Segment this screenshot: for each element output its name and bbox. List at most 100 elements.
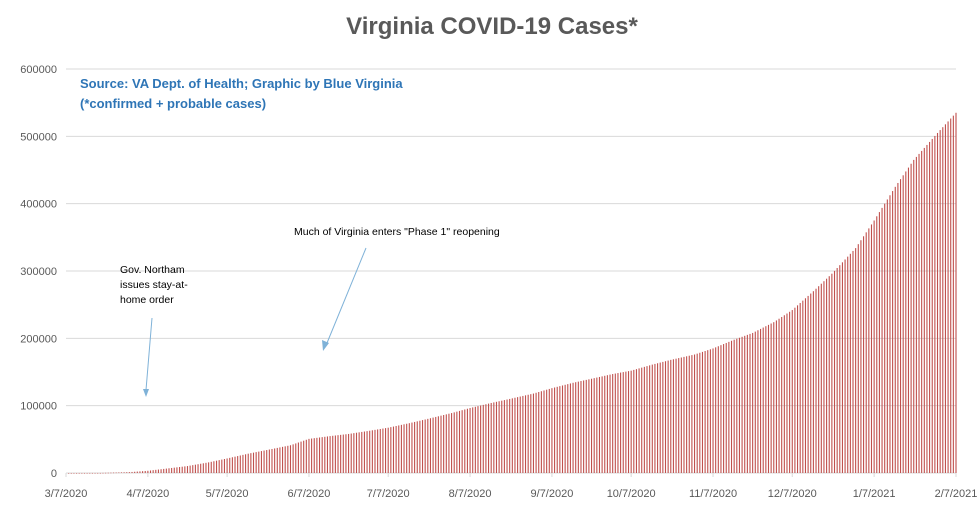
bar bbox=[828, 276, 830, 473]
bar bbox=[767, 324, 770, 473]
bar bbox=[646, 366, 648, 473]
bar bbox=[688, 355, 690, 473]
bar bbox=[495, 401, 498, 473]
bar bbox=[617, 373, 619, 473]
bar bbox=[807, 295, 809, 473]
bar bbox=[680, 357, 682, 473]
bar bbox=[268, 449, 270, 473]
bars bbox=[68, 112, 957, 474]
bar bbox=[229, 457, 231, 473]
bar bbox=[128, 472, 130, 473]
bar bbox=[485, 404, 487, 473]
y-tick-label: 100000 bbox=[20, 401, 57, 413]
bar bbox=[239, 455, 241, 473]
bar bbox=[540, 391, 542, 473]
bar bbox=[857, 244, 859, 473]
bar bbox=[789, 311, 791, 473]
bar bbox=[609, 374, 611, 473]
bar bbox=[863, 236, 865, 473]
bar bbox=[955, 112, 957, 474]
bar bbox=[255, 452, 257, 473]
bar bbox=[659, 362, 661, 473]
bar bbox=[263, 450, 265, 473]
bar bbox=[226, 458, 228, 473]
bar bbox=[358, 432, 360, 473]
y-tick-label: 300000 bbox=[20, 266, 57, 278]
bar bbox=[398, 425, 400, 473]
bar bbox=[324, 436, 326, 473]
bar bbox=[73, 472, 75, 474]
bar bbox=[160, 469, 162, 473]
bar bbox=[361, 431, 363, 473]
bar bbox=[749, 333, 751, 473]
bar bbox=[400, 424, 402, 473]
bar bbox=[453, 412, 455, 473]
x-tick-label: 4/7/2020 bbox=[126, 488, 169, 500]
annotation-arrowhead bbox=[322, 340, 329, 351]
bar bbox=[168, 468, 170, 473]
bar bbox=[741, 336, 743, 473]
bar bbox=[392, 426, 395, 473]
bar bbox=[760, 328, 762, 473]
bar bbox=[334, 435, 336, 473]
annotation-arrow bbox=[326, 247, 367, 344]
bar bbox=[633, 369, 635, 473]
bar bbox=[577, 381, 579, 473]
bar bbox=[234, 456, 236, 473]
bar bbox=[775, 320, 777, 473]
bar bbox=[773, 322, 775, 473]
bar bbox=[598, 376, 601, 473]
bar bbox=[419, 420, 421, 473]
bar bbox=[812, 291, 814, 473]
bar bbox=[596, 377, 598, 473]
bar bbox=[443, 415, 445, 473]
bar bbox=[712, 348, 714, 473]
bar bbox=[913, 159, 915, 473]
bar bbox=[134, 471, 136, 473]
bar bbox=[181, 466, 183, 473]
bar bbox=[947, 121, 949, 473]
bar bbox=[110, 472, 112, 474]
bar bbox=[210, 461, 212, 473]
bar bbox=[76, 472, 78, 474]
bar bbox=[522, 395, 524, 473]
bar bbox=[126, 472, 128, 473]
bar bbox=[929, 141, 931, 473]
annotation-phase-1-reopening: Much of Virginia enters "Phase 1" reopen… bbox=[294, 226, 500, 351]
bar bbox=[860, 240, 862, 473]
bar bbox=[509, 398, 511, 473]
bar bbox=[657, 363, 659, 473]
bar bbox=[918, 153, 920, 474]
bar bbox=[511, 398, 513, 473]
bar bbox=[704, 351, 706, 473]
bar bbox=[770, 323, 772, 473]
bar bbox=[102, 472, 104, 474]
bar bbox=[395, 425, 397, 473]
bar bbox=[176, 467, 178, 473]
bar bbox=[97, 472, 99, 474]
bar bbox=[852, 250, 854, 473]
bar bbox=[266, 450, 268, 473]
bar bbox=[728, 341, 730, 473]
bar bbox=[152, 470, 154, 473]
bar bbox=[878, 212, 880, 474]
bar bbox=[926, 144, 928, 473]
bar bbox=[778, 318, 780, 473]
bar bbox=[300, 441, 302, 473]
bar bbox=[635, 369, 637, 473]
bar bbox=[569, 383, 571, 473]
bar bbox=[68, 472, 70, 474]
bar bbox=[548, 388, 550, 473]
bar bbox=[836, 268, 838, 473]
bar bbox=[369, 430, 371, 473]
source-note: Source: VA Dept. of Health; Graphic by B… bbox=[80, 76, 403, 91]
bar bbox=[638, 368, 640, 473]
bar bbox=[881, 207, 883, 473]
bar bbox=[382, 428, 384, 473]
bar bbox=[326, 436, 329, 473]
bar bbox=[717, 346, 719, 473]
bar bbox=[849, 253, 851, 473]
bar bbox=[572, 382, 574, 473]
bar bbox=[424, 419, 426, 473]
bar bbox=[448, 413, 450, 473]
